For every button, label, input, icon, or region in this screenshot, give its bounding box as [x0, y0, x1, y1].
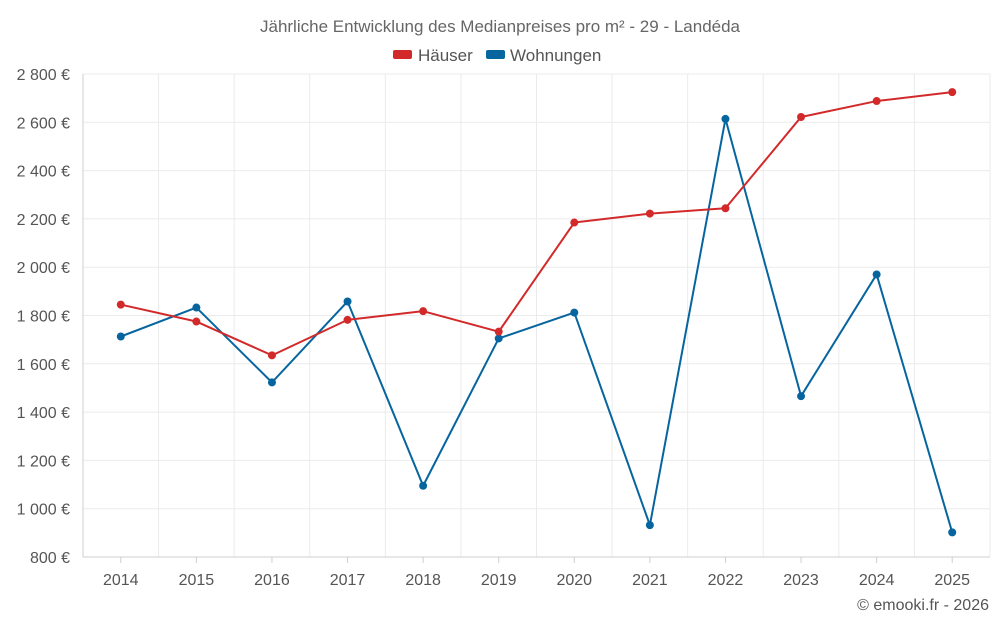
data-point-haeuser-2023[interactable]: [797, 112, 806, 121]
y-tick-label: 1 800 €: [17, 309, 70, 326]
series-line-haeuser: [120, 91, 953, 357]
series-line-wohnungen: [120, 117, 954, 533]
x-tick-label: 2020: [556, 572, 592, 589]
data-point-haeuser-2021[interactable]: [645, 209, 654, 218]
y-tick-label: 1 000 €: [17, 502, 70, 519]
legend-swatch-wohnungen: [486, 50, 505, 59]
data-point-haeuser-2020[interactable]: [570, 218, 579, 227]
data-point-wohnungen-2024[interactable]: [872, 270, 881, 279]
y-tick-label: 2 000 €: [17, 260, 70, 277]
data-point-wohnungen-2014[interactable]: [116, 332, 125, 341]
data-point-wohnungen-2021[interactable]: [645, 521, 654, 530]
data-point-wohnungen-2023[interactable]: [797, 392, 806, 401]
data-point-wohnungen-2025[interactable]: [948, 528, 957, 537]
data-point-wohnungen-2022[interactable]: [721, 114, 730, 123]
y-tick-label: 2 400 €: [17, 164, 70, 181]
legend-label-haeuser[interactable]: Häuser: [418, 46, 473, 65]
credit-text: © emooki.fr - 2026: [857, 597, 989, 614]
x-tick-label: 2023: [783, 572, 819, 589]
legend: Häuser Wohnungen: [393, 46, 601, 65]
data-point-haeuser-2019[interactable]: [494, 327, 503, 336]
data-point-haeuser-2015[interactable]: [192, 317, 201, 326]
legend-label-wohnungen[interactable]: Wohnungen: [510, 46, 601, 65]
y-tick-label: 1 600 €: [17, 357, 70, 374]
data-point-wohnungen-2020[interactable]: [570, 308, 579, 317]
data-point-haeuser-2016[interactable]: [267, 351, 276, 360]
y-tick-label: 800 €: [30, 550, 70, 567]
y-tick-label: 2 200 €: [17, 212, 70, 229]
x-tick-label: 2019: [481, 572, 517, 589]
y-tick-label: 2 600 €: [17, 115, 70, 132]
y-axis-ticks: 800 € 1 000 € 1 200 € 1 400 € 1 600 € 1 800 €…: [17, 67, 70, 567]
gridlines: [82, 73, 991, 558]
y-tick-label: 1 200 €: [17, 453, 70, 470]
x-tick-label: 2025: [934, 572, 970, 589]
y-tick-label: 2 800 €: [17, 67, 70, 84]
x-tick-label: 2015: [179, 572, 215, 589]
data-point-wohnungen-2017[interactable]: [343, 297, 352, 306]
x-tick-label: 2014: [103, 572, 139, 589]
x-tick-label: 2017: [330, 572, 366, 589]
data-point-wohnungen-2015[interactable]: [192, 303, 201, 312]
x-tick-label: 2024: [859, 572, 895, 589]
chart-title: Jährliche Entwicklung des Medianpreises …: [260, 17, 741, 36]
data-point-wohnungen-2019[interactable]: [494, 334, 503, 343]
x-tick-label: 2018: [405, 572, 441, 589]
data-point-haeuser-2022[interactable]: [721, 204, 730, 213]
x-axis-ticks: 2014 2015 2016 2017 2018 2019 2020 2021 2022 2023…: [103, 557, 970, 589]
data-point-haeuser-2025[interactable]: [948, 88, 957, 97]
x-tick-label: 2021: [632, 572, 668, 589]
series-layer: [116, 88, 957, 537]
data-point-wohnungen-2016[interactable]: [267, 378, 276, 387]
x-tick-label: 2016: [254, 572, 290, 589]
data-point-haeuser-2014[interactable]: [116, 300, 125, 309]
y-tick-label: 1 400 €: [17, 405, 70, 422]
data-point-haeuser-2018[interactable]: [419, 307, 428, 316]
data-point-haeuser-2017[interactable]: [343, 315, 352, 324]
legend-swatch-haeuser: [393, 50, 412, 59]
data-point-wohnungen-2018[interactable]: [419, 481, 428, 490]
x-tick-label: 2022: [708, 572, 744, 589]
data-point-haeuser-2024[interactable]: [872, 97, 881, 106]
